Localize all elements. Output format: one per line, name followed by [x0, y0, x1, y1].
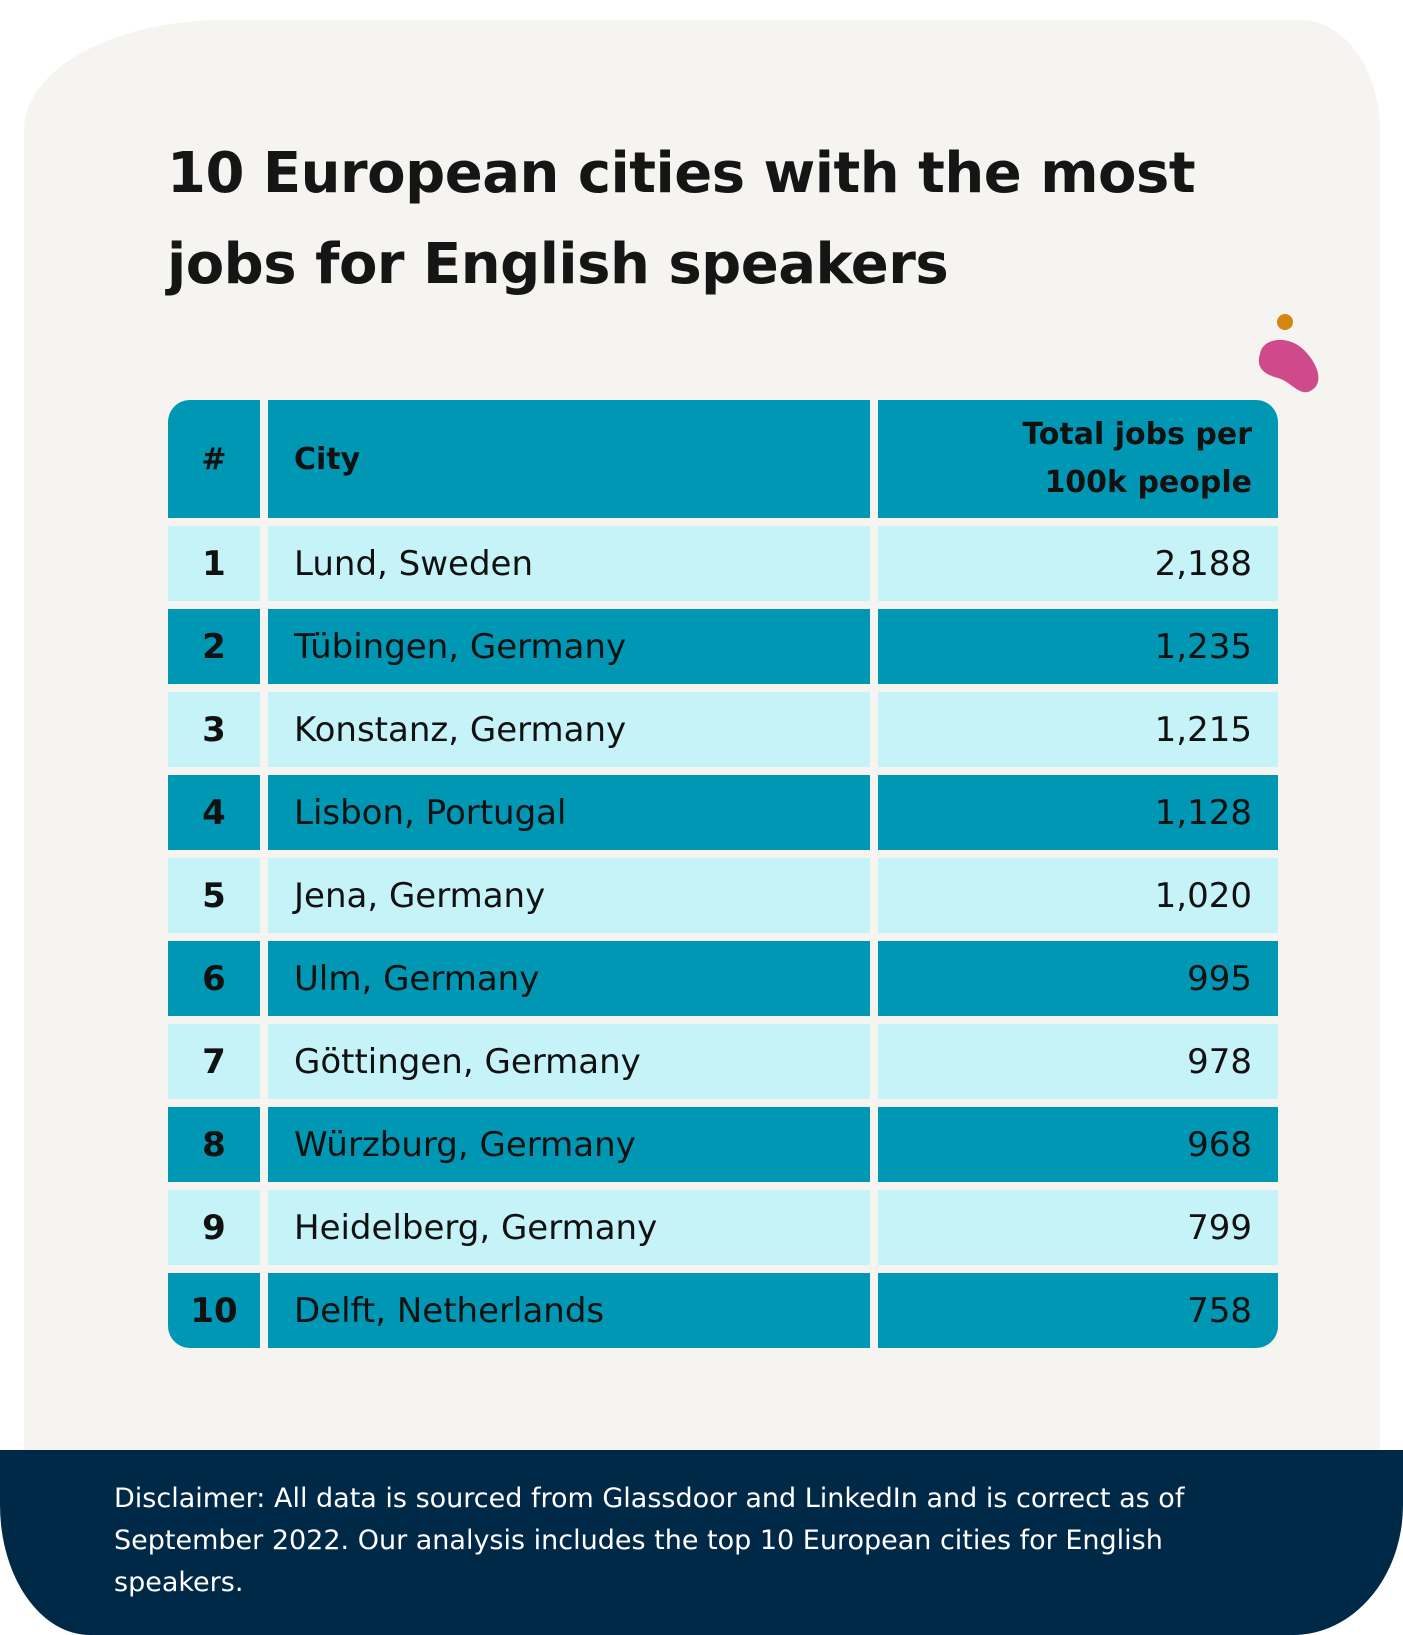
city-cell: Würzburg, Germany	[268, 1107, 870, 1182]
rank-cell: 9	[168, 1190, 260, 1265]
jobs-value-cell: 968	[878, 1107, 1278, 1182]
header-jobs-line-2: 100k people	[1044, 465, 1252, 500]
city-cell: Ulm, Germany	[268, 941, 870, 1016]
city-cell: Heidelberg, Germany	[268, 1190, 870, 1265]
city-cell: Delft, Netherlands	[268, 1273, 870, 1348]
blob-icon	[1258, 314, 1319, 393]
rank-cell: 6	[168, 941, 260, 1016]
rank-cell: 2	[168, 609, 260, 684]
rank-cell: 4	[168, 775, 260, 850]
rank-cell: 8	[168, 1107, 260, 1182]
city-cell: Tübingen, Germany	[268, 609, 870, 684]
rank-cell: 7	[168, 1024, 260, 1099]
header-rank: #	[168, 400, 260, 518]
table-row: 7 Göttingen, Germany 978	[168, 1024, 1278, 1099]
header-jobs-line-1: Total jobs per	[1022, 417, 1252, 452]
table-row: 1 Lund, Sweden 2,188	[168, 526, 1278, 601]
rank-cell: 5	[168, 858, 260, 933]
city-cell: Lund, Sweden	[268, 526, 870, 601]
blob-shape	[1258, 339, 1319, 393]
jobs-value-cell: 1,215	[878, 692, 1278, 767]
rank-cell: 1	[168, 526, 260, 601]
table-row: 4 Lisbon, Portugal 1,128	[168, 775, 1278, 850]
table-row: 5 Jena, Germany 1,020	[168, 858, 1278, 933]
blob-dot	[1277, 314, 1293, 330]
table-row: 10 Delft, Netherlands 758	[168, 1273, 1278, 1348]
city-cell: Lisbon, Portugal	[268, 775, 870, 850]
table-row: 6 Ulm, Germany 995	[168, 941, 1278, 1016]
table-row: 2 Tübingen, Germany 1,235	[168, 609, 1278, 684]
rank-cell: 3	[168, 692, 260, 767]
title-line-1: 10 European cities with the most	[167, 141, 1196, 206]
city-cell: Göttingen, Germany	[268, 1024, 870, 1099]
header-city: City	[268, 400, 870, 518]
title-line-2: jobs for English speakers	[167, 232, 949, 297]
page-title: 10 European cities with the most jobs fo…	[167, 128, 1267, 310]
table-row: 9 Heidelberg, Germany 799	[168, 1190, 1278, 1265]
city-cell: Jena, Germany	[268, 858, 870, 933]
footer-banner	[0, 1450, 1403, 1635]
jobs-value-cell: 2,188	[878, 526, 1278, 601]
rank-cell: 10	[168, 1273, 260, 1348]
table-header-row: # City Total jobs per 100k people	[168, 400, 1278, 518]
header-jobs: Total jobs per 100k people	[878, 400, 1278, 518]
jobs-value-cell: 799	[878, 1190, 1278, 1265]
jobs-value-cell: 1,128	[878, 775, 1278, 850]
jobs-value-cell: 1,235	[878, 609, 1278, 684]
table-row: 3 Konstanz, Germany 1,215	[168, 692, 1278, 767]
jobs-value-cell: 758	[878, 1273, 1278, 1348]
jobs-value-cell: 1,020	[878, 858, 1278, 933]
jobs-value-cell: 978	[878, 1024, 1278, 1099]
disclaimer-text: Disclaimer: All data is sourced from Gla…	[114, 1483, 1185, 1598]
jobs-value-cell: 995	[878, 941, 1278, 1016]
city-cell: Konstanz, Germany	[268, 692, 870, 767]
table-row: 8 Würzburg, Germany 968	[168, 1107, 1278, 1182]
